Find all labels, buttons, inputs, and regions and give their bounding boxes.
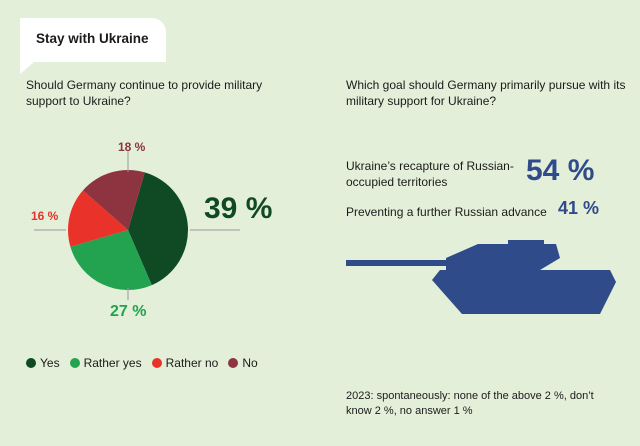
pie-slice-yes — [128, 172, 189, 286]
goal-label-recapture: Ukraine’s recapture of Russian-occupied … — [346, 159, 514, 189]
legend-swatch-rather-yes — [69, 358, 80, 368]
pie-slice-rather-yes — [70, 230, 152, 290]
right-question: Which goal should Germany primarily purs… — [346, 78, 626, 108]
legend-swatch-yes — [26, 358, 36, 368]
footnote: 2023: spontaneously: none of the above 2… — [346, 390, 594, 417]
legend-label-rather-yes: Rather yes — [83, 356, 142, 370]
legend-item-yes: Yes — [26, 356, 60, 370]
goal-value-recapture: 54 % — [526, 154, 595, 187]
legend-swatch-rather-no — [151, 358, 162, 368]
legend-item-rather-yes: Rather yes — [69, 356, 142, 370]
pie-label-rather-yes: 27 % — [110, 303, 147, 320]
legend-label-no: No — [242, 356, 258, 370]
legend-item-rather-no: Rather no — [151, 356, 219, 370]
pie-label-rather-no: 16 % — [31, 209, 59, 223]
goal-value-prevent: 41 % — [558, 198, 600, 218]
goal-label-prevent: Preventing a further Russian advance — [346, 205, 547, 219]
pie-slice-no — [82, 169, 145, 230]
title-tag-notch — [20, 62, 34, 74]
pie-legend: Yes Rather yes Rather no No — [26, 356, 258, 370]
legend-item-no: No — [228, 356, 258, 370]
pie-label-no: 18 % — [118, 140, 146, 154]
title-text: Stay with Ukraine — [36, 31, 149, 46]
legend-label-yes: Yes — [40, 356, 60, 370]
legend-label-rather-no: Rather no — [165, 356, 219, 370]
pie-slice-rather-no — [68, 190, 128, 247]
left-question: Should Germany continue to provide milit… — [26, 78, 263, 108]
legend-swatch-no — [228, 358, 239, 368]
title-tag: Stay with Ukraine — [20, 18, 166, 62]
pie-label-yes: 39 % — [204, 192, 273, 225]
